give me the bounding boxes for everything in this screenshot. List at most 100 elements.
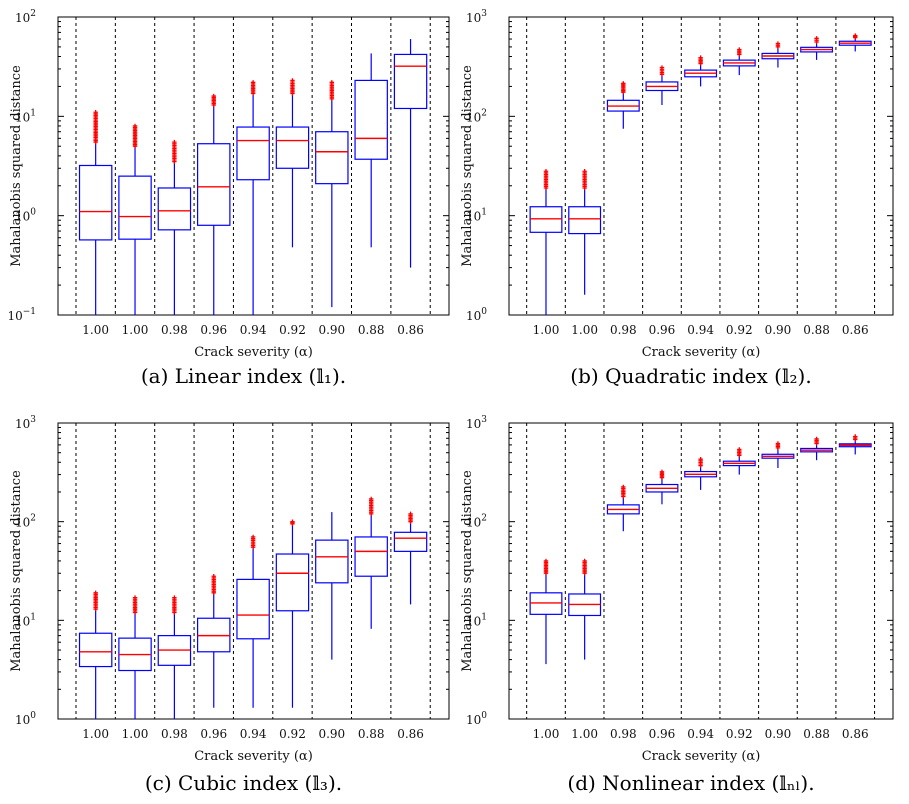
box-iqr	[315, 131, 349, 185]
box-iqr	[568, 206, 602, 235]
box-7	[761, 41, 795, 68]
y-tick-label: 101	[15, 612, 36, 628]
outlier-point	[814, 39, 819, 45]
outlier-point	[737, 453, 742, 458]
box-3	[606, 81, 640, 129]
x-tick-label: 0.92	[279, 727, 306, 741]
outlier-point	[250, 545, 256, 550]
x-axis-label: Crack severity (α)	[194, 345, 313, 360]
box-5	[684, 55, 718, 87]
y-tick-label: 102	[466, 514, 487, 530]
axes-frame	[57, 422, 450, 720]
y-axis-label: Mahalanobis squared distance	[460, 65, 475, 267]
box-4	[197, 93, 231, 315]
x-tick-label: 1.00	[533, 323, 560, 337]
x-axis-label: Crack severity (α)	[642, 345, 761, 360]
panel-a: 10−1 100 101 102 1.00 1.00 0.98 0.96 0.94 0.92 0.9…	[7, 9, 450, 388]
outlier-point	[582, 571, 587, 576]
box-2	[568, 169, 602, 295]
x-tick-label: 1.00	[571, 727, 598, 741]
x-tick-label: 0.98	[610, 323, 637, 337]
x-tick-label: 0.90	[765, 323, 792, 337]
outlier-point	[814, 441, 819, 446]
y-tick-label: 100	[15, 208, 36, 224]
box-6	[722, 47, 756, 76]
box-7	[315, 512, 349, 660]
x-tick-label: 0.96	[649, 727, 676, 741]
box-4	[197, 574, 231, 708]
x-tick-label: 0.96	[649, 323, 676, 337]
outlier-point	[172, 610, 177, 615]
box-iqr	[529, 206, 563, 233]
box-iqr	[354, 536, 388, 577]
box-iqr	[78, 164, 113, 241]
panel-caption: (a) Linear index (𝕝₁).	[141, 364, 346, 388]
outlier-point	[93, 139, 98, 145]
x-tick-label: 0.98	[161, 727, 188, 741]
outlier-point	[543, 571, 549, 576]
box-7	[761, 441, 795, 468]
outlier-point	[775, 44, 781, 50]
panel-caption: (d) Nonlinear index (𝕝ₙₗ).	[567, 771, 814, 795]
y-tick-label: 103	[466, 9, 487, 25]
box-6	[275, 519, 310, 708]
box-3	[157, 595, 192, 719]
panel-c: 100 101 102 103 1.00 1.00 0.98 0.96 0.94 0.92 0.90…	[9, 415, 450, 795]
y-axis-label: Mahalanobis squared distance	[9, 65, 24, 267]
outlier-point	[621, 89, 626, 95]
outlier-point	[543, 185, 549, 191]
box-iqr	[78, 632, 113, 668]
box-2	[118, 595, 152, 719]
outlier-point	[853, 437, 858, 442]
x-tick-label: 0.86	[397, 727, 424, 741]
y-tick-label: 102	[15, 9, 36, 25]
y-tick-label: 102	[466, 108, 487, 124]
x-tick-label: 0.86	[397, 323, 424, 337]
box-1	[78, 590, 113, 719]
box-4	[645, 65, 679, 106]
outlier-point	[172, 159, 177, 164]
outlier-point	[368, 511, 374, 517]
box-5	[684, 456, 718, 490]
y-tick-label: 101	[15, 108, 36, 124]
y-tick-label: 101	[466, 612, 487, 628]
outlier-point	[582, 185, 587, 191]
y-axis-label: Mahalanobis squared distance	[9, 470, 24, 672]
outlier-point	[211, 590, 216, 596]
box-iqr	[275, 553, 310, 612]
outlier-point	[775, 445, 781, 451]
x-tick-label: 1.00	[122, 323, 149, 337]
x-tick-label: 1.00	[82, 323, 109, 337]
y-tick-label: 100	[466, 711, 487, 727]
box-9	[838, 33, 872, 52]
x-tick-label: 0.88	[803, 727, 830, 741]
box-4	[645, 469, 679, 505]
axes-frame	[508, 422, 894, 720]
y-tick-label: 103	[15, 415, 36, 431]
box-iqr	[393, 531, 428, 552]
box-5	[236, 534, 270, 708]
axes-frame	[508, 16, 894, 316]
box-1	[529, 558, 563, 665]
y-axis-label: Mahalanobis squared distance	[460, 470, 475, 672]
box-iqr	[157, 187, 192, 231]
outlier-point	[93, 606, 98, 612]
box-iqr	[118, 175, 152, 240]
outlier-point	[737, 52, 742, 57]
x-tick-label: 0.94	[687, 727, 714, 741]
box-9	[838, 434, 872, 455]
x-tick-label: 0.92	[279, 323, 306, 337]
box-8	[354, 53, 388, 248]
x-tick-label: 0.86	[842, 727, 869, 741]
outlier-point	[132, 610, 138, 615]
x-tick-label: 1.00	[571, 323, 598, 337]
outlier-point	[408, 519, 413, 524]
outlier-point	[659, 72, 665, 77]
x-tick-label: 0.90	[765, 727, 792, 741]
panel-caption: (c) Cubic index (𝕝₃).	[145, 771, 342, 795]
x-tick-label: 0.94	[687, 323, 714, 337]
x-tick-label: 0.88	[803, 323, 830, 337]
x-tick-label: 1.00	[533, 727, 560, 741]
